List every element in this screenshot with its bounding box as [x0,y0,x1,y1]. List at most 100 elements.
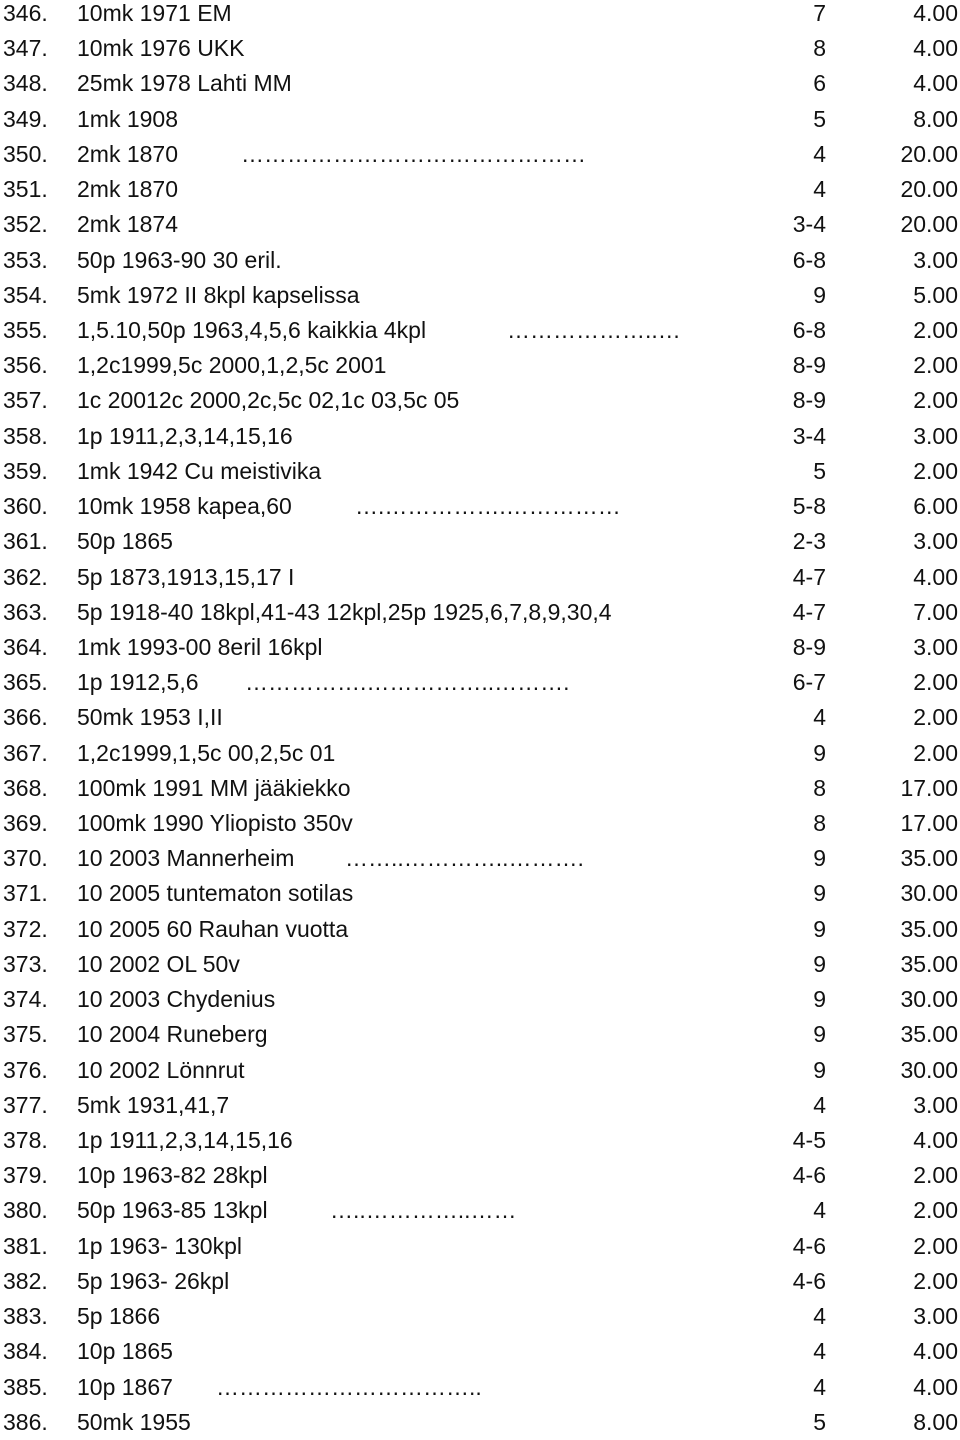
list-item: 359. 1mk 1942 Cu meistivika 5 2.00 [0,454,960,489]
item-description: 10mk 1958 kapea,60 [77,493,292,520]
item-condition: 4-6 [792,1162,826,1189]
item-condition: 9 [813,1056,826,1083]
list-item: 372. 10 2005 60 Rauhan vuotta 9 35.00 [0,912,960,947]
item-description: 50mk 1955 [77,1408,191,1435]
dot-leader: ….…………….…………… [355,493,621,520]
item-price: 4.00 [913,0,958,26]
item-number: 365. [3,669,48,696]
item-description: 5p 1963- 26kpl [77,1267,230,1294]
list-item: 385. 10p 1867 …………………………….. 4 4.00 [0,1370,960,1405]
item-price: 30.00 [900,986,958,1013]
item-number: 347. [3,35,48,62]
list-item: 349. 1mk 1908 5 8.00 [0,102,960,137]
item-price: 35.00 [900,1021,958,1048]
item-number: 355. [3,316,48,343]
item-description: 2mk 1870 [77,140,179,167]
item-description: 25mk 1978 Lahti MM [77,70,292,97]
item-condition: 8 [813,35,826,62]
item-description: 2mk 1874 [77,211,179,238]
list-item: 357. 1c 20012c 2000,2c,5c 02,1c 03,5c 05 8… [0,383,960,418]
list-item: 350. 2mk 1870 ……………………………………… 4 20.00 [0,137,960,172]
item-description: 1p 1911,2,3,14,15,16 [77,1127,293,1153]
item-price: 4.00 [913,563,958,590]
item-condition: 8 [813,774,826,801]
item-number: 376. [3,1056,48,1083]
item-number: 362. [3,563,48,590]
item-condition: 4 [813,176,826,203]
item-condition: 9 [813,915,826,942]
item-description: 10p 1865 [77,1338,173,1365]
list-item: 380. 50p 1963-85 13kpl …..…………..…… 4 2.00 [0,1193,960,1228]
list-item: 355. 1,5.10,50p 1963,4,5,6 kaikkia 4kpl ……… [0,313,960,348]
item-description: 1c 20012c 2000,2c,5c 02,1c 03,5c 05 [77,387,460,414]
item-price: 5.00 [913,281,958,308]
item-description: 10p 1867 [77,1373,173,1400]
item-description: 50p 1963-90 30 eril. [77,246,282,273]
item-condition: 4 [813,704,826,731]
item-condition: 5 [813,457,826,484]
item-number: 357. [3,387,48,414]
item-description: 10 2002 Lönnrut [77,1056,245,1083]
item-condition: 4-7 [792,563,826,590]
item-condition: 8-9 [792,352,826,379]
list-item: 363. 5p 1918-40 18kpl,41-43 12kpl,25p 192… [0,595,960,630]
list-item: 358. 1p 1911,2,3,14,15,16 3-4 3.00 [0,419,960,454]
item-description: 1,2c1999,1,5c 00,2,5c 01 [77,739,336,766]
item-price: 20.00 [900,211,958,238]
item-number: 377. [3,1091,48,1118]
item-price: 3.00 [913,528,958,555]
list-item: 354. 5mk 1972 II 8kpl kapselissa 9 5.00 [0,278,960,313]
list-item: 381. 1p 1963- 130kpl 4-6 2.00 [0,1229,960,1264]
item-description: 1mk 1908 [77,105,179,132]
item-price: 3.00 [913,1091,958,1118]
item-condition: 9 [813,880,826,907]
list-item: 369. 100mk 1990 Yliopisto 350v 8 17.00 [0,806,960,841]
item-condition: 5 [813,1408,826,1435]
item-description: 5mk 1972 II 8kpl kapselissa [77,281,360,308]
list-item: 347. 10mk 1976 UKK 8 4.00 [0,31,960,66]
item-number: 382. [3,1267,48,1294]
list-item: 360. 10mk 1958 kapea,60 ….…………….…………… 5-8 6.… [0,489,960,524]
item-condition: 4 [813,1197,826,1224]
item-description: 2mk 1870 [77,176,179,203]
item-price: 2.00 [913,387,958,414]
item-price: 20.00 [900,140,958,167]
list-item: 346. 10mk 1971 EM 7 4.00 [0,0,960,31]
item-number: 373. [3,950,48,977]
item-condition: 9 [813,845,826,872]
item-description: 10 2005 60 Rauhan vuotta [77,915,349,942]
item-price: 3.00 [913,422,958,449]
dot-leader: ……..…………..………. [345,845,584,872]
item-price: 4.00 [913,35,958,62]
item-price: 4.00 [913,1127,958,1153]
item-condition: 9 [813,986,826,1013]
item-price: 2.00 [913,1162,958,1189]
dot-leader: ……………………………………… [241,140,586,167]
item-description: 10p 1963-82 28kpl [77,1162,268,1189]
item-description: 100mk 1991 MM jääkiekko [77,774,351,801]
dot-leader: ………………..… [507,316,681,343]
list-item: 374. 10 2003 Chydenius 9 30.00 [0,982,960,1017]
item-description: 10 2003 Chydenius [77,986,276,1013]
list-item: 384. 10p 1865 4 4.00 [0,1334,960,1369]
item-condition: 4 [813,1303,826,1330]
list-item: 352. 2mk 1874 3-4 20.00 [0,207,960,242]
item-condition: 4 [813,1091,826,1118]
item-price: 35.00 [900,950,958,977]
item-price: 4.00 [913,1373,958,1400]
item-number: 383. [3,1303,48,1330]
item-condition: 4-6 [792,1267,826,1294]
list-item: 378. 1p 1911,2,3,14,15,16 4-5 4.00 [0,1123,960,1158]
item-number: 353. [3,246,48,273]
dot-leader: …..…………..…… [330,1197,517,1224]
item-number: 351. [3,176,48,203]
item-description: 50p 1963-85 13kpl [77,1197,268,1224]
item-number: 359. [3,457,48,484]
item-description: 1p 1912,5,6 [77,669,199,696]
item-number: 374. [3,986,48,1013]
item-price: 3.00 [913,633,958,660]
item-condition: 9 [813,739,826,766]
item-condition: 2-3 [792,528,826,555]
item-price: 2.00 [913,352,958,379]
